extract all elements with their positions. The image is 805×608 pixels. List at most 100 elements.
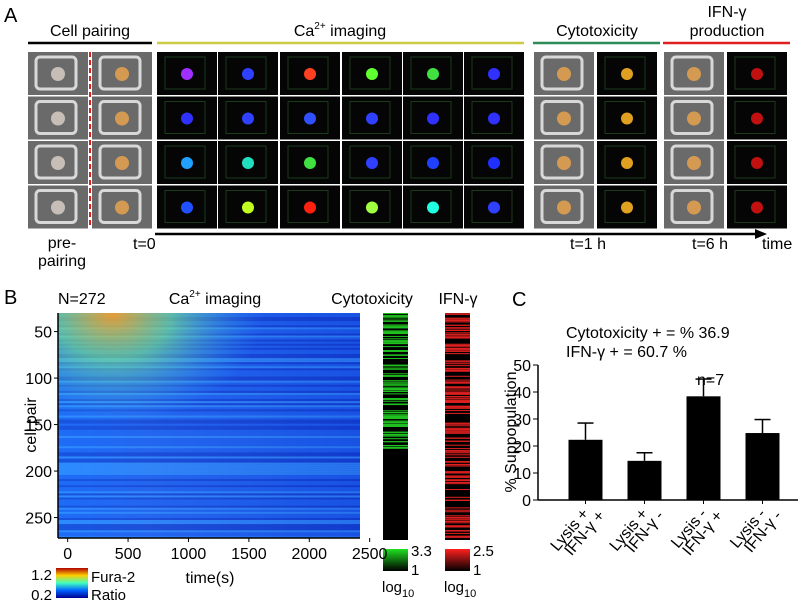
stripe <box>445 375 470 377</box>
cell <box>751 68 763 80</box>
x-tick-label: 1000 <box>171 546 207 563</box>
stripe <box>445 480 470 482</box>
stripe <box>445 324 470 326</box>
stripe <box>383 416 408 418</box>
stripe <box>445 360 470 362</box>
well <box>471 56 513 90</box>
arrow-head <box>755 229 767 239</box>
cell <box>427 157 439 169</box>
stripe <box>445 337 470 339</box>
x-axis-label: time(s) <box>186 570 235 587</box>
cell <box>557 111 571 126</box>
stripe <box>445 525 470 527</box>
stripe <box>445 379 470 381</box>
y-tick-label: 200 <box>25 464 52 481</box>
well <box>225 101 267 134</box>
stripe <box>445 410 470 412</box>
y-tick-label: 10 <box>513 466 531 483</box>
well <box>349 56 391 90</box>
cell <box>51 200 65 215</box>
well <box>225 56 267 90</box>
cell <box>115 67 129 81</box>
stripe <box>383 333 408 335</box>
stripe <box>383 381 408 383</box>
stripe <box>445 353 470 355</box>
stripe <box>445 515 470 517</box>
stripe <box>445 522 470 524</box>
stripe <box>445 518 470 520</box>
timeline-label: pairing <box>38 253 86 270</box>
y-axis-label: % Suppopulation <box>503 372 520 493</box>
cell <box>488 157 500 169</box>
section-title: production <box>690 23 765 40</box>
cell <box>687 111 701 126</box>
stripe <box>383 403 408 405</box>
stripe <box>445 472 470 474</box>
stripe <box>445 489 470 491</box>
stripe <box>445 444 470 446</box>
well <box>164 101 206 134</box>
cell <box>242 68 254 80</box>
well <box>540 100 584 135</box>
x-tick-label: 2000 <box>291 546 327 563</box>
stripe <box>445 427 470 429</box>
cell <box>366 112 378 125</box>
colorbar <box>383 549 408 571</box>
stripe <box>383 367 408 369</box>
stripe <box>383 319 408 321</box>
stripe <box>445 332 470 334</box>
stripe <box>383 326 408 328</box>
stripe <box>445 406 470 408</box>
well <box>604 101 646 134</box>
image-strip <box>28 52 787 229</box>
y-tick-label: 50 <box>34 325 52 342</box>
cell <box>621 201 633 214</box>
stripe <box>383 398 408 399</box>
stripe <box>383 441 408 443</box>
stripe <box>445 440 470 442</box>
stripe <box>445 412 470 414</box>
x-tick-label: 1500 <box>231 546 267 563</box>
annotation: N=272 <box>58 291 106 308</box>
well <box>734 190 776 223</box>
cell <box>304 68 316 80</box>
stripe <box>445 405 470 407</box>
annotation: Cytotoxicity + = % 36.9 <box>566 325 730 342</box>
stripe <box>445 509 470 511</box>
cell <box>304 201 316 214</box>
stripe <box>445 347 470 349</box>
stripe <box>383 331 408 333</box>
stripe <box>383 324 408 326</box>
well <box>471 190 513 223</box>
stripe <box>383 350 408 352</box>
cell <box>51 67 65 81</box>
stripe <box>383 335 408 337</box>
stripe <box>445 313 470 315</box>
stripe <box>445 429 470 431</box>
well <box>287 101 329 134</box>
section-title: Ca2+ imaging <box>294 21 386 40</box>
stripe <box>445 422 470 424</box>
stripe <box>383 340 408 342</box>
cell <box>304 157 316 169</box>
y-tick-label: 150 <box>25 418 52 435</box>
stripe <box>383 447 408 449</box>
bar <box>686 396 721 500</box>
stripe <box>445 361 470 363</box>
timeline-label: pre- <box>48 235 76 252</box>
stripe <box>445 321 470 323</box>
panel-label: C <box>512 289 526 311</box>
colorbar-label: log10 <box>382 579 414 600</box>
y-tick-label: 250 <box>25 511 52 528</box>
stripe <box>445 369 470 371</box>
well <box>98 189 142 224</box>
stripe <box>383 415 408 417</box>
stripe <box>445 368 470 370</box>
stripe <box>445 475 470 477</box>
cell <box>751 112 763 125</box>
x-tick-label: 2500 <box>352 546 388 563</box>
stripe <box>445 370 470 372</box>
stripe <box>445 381 470 383</box>
annotation: IFN-γ + = 60.7 % <box>566 344 687 361</box>
